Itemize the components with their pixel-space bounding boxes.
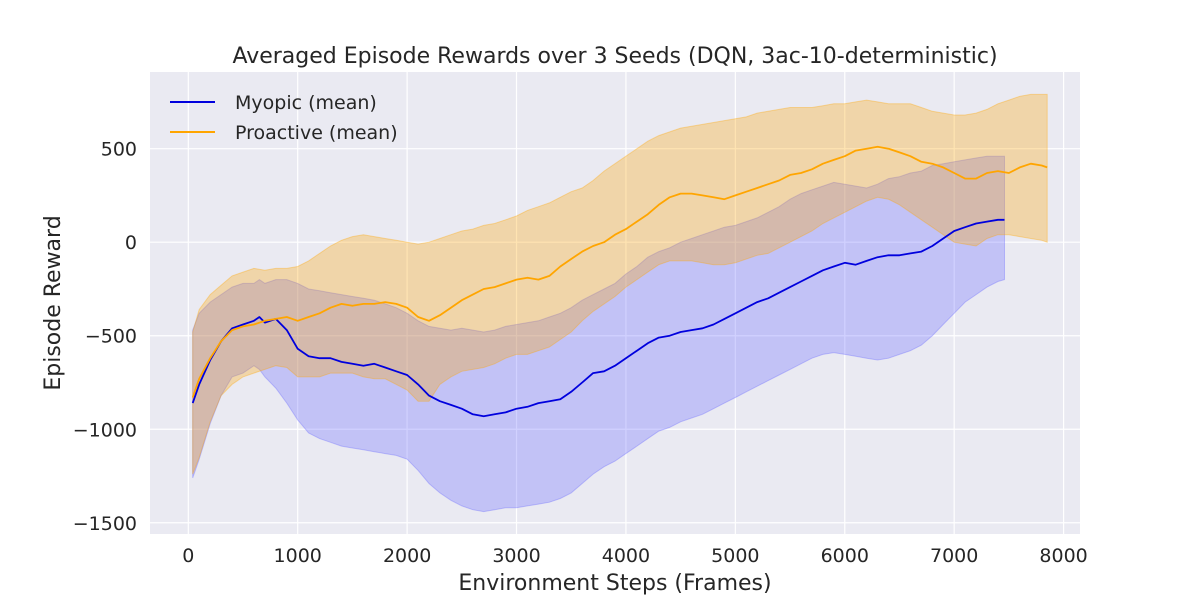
y-tick-label: −500 [85, 326, 137, 348]
x-tick-label: 4000 [602, 545, 650, 567]
x-tick-label: 5000 [711, 545, 759, 567]
y-tick-label: 500 [101, 139, 137, 161]
x-tick-label: 7000 [930, 545, 978, 567]
myopic-band [192, 155, 1005, 513]
proactive-mean-line [191, 145, 1048, 398]
legend-label-myopic: Myopic (mean) [235, 92, 377, 114]
y-tick-label: −1500 [73, 513, 137, 535]
x-axis-label: Environment Steps (Frames) [458, 571, 771, 596]
x-tick-label: 0 [182, 545, 194, 567]
x-tick-label: 3000 [492, 545, 540, 567]
myopic-mean-line [191, 218, 1005, 418]
y-axis-label: Episode Reward [41, 215, 66, 390]
x-tick-label: 8000 [1039, 545, 1087, 567]
y-tick-labels: −1500 −1000 −500 0 500 [73, 139, 137, 535]
confidence-bands [192, 93, 1048, 513]
mean-lines [191, 145, 1048, 418]
legend-label-proactive: Proactive (mean) [235, 122, 398, 144]
proactive-band [192, 93, 1048, 475]
x-tick-label: 2000 [383, 545, 431, 567]
chart-title: Averaged Episode Rewards over 3 Seeds (D… [232, 44, 997, 69]
x-tick-labels: 0 1000 2000 3000 4000 5000 6000 7000 8000 [182, 545, 1088, 567]
x-tick-label: 1000 [274, 545, 322, 567]
legend: Myopic (mean) Proactive (mean) [170, 92, 398, 144]
y-tick-label: 0 [125, 232, 137, 254]
grid-lines [150, 72, 1080, 534]
x-tick-label: 6000 [821, 545, 869, 567]
y-tick-label: −1000 [73, 419, 137, 441]
